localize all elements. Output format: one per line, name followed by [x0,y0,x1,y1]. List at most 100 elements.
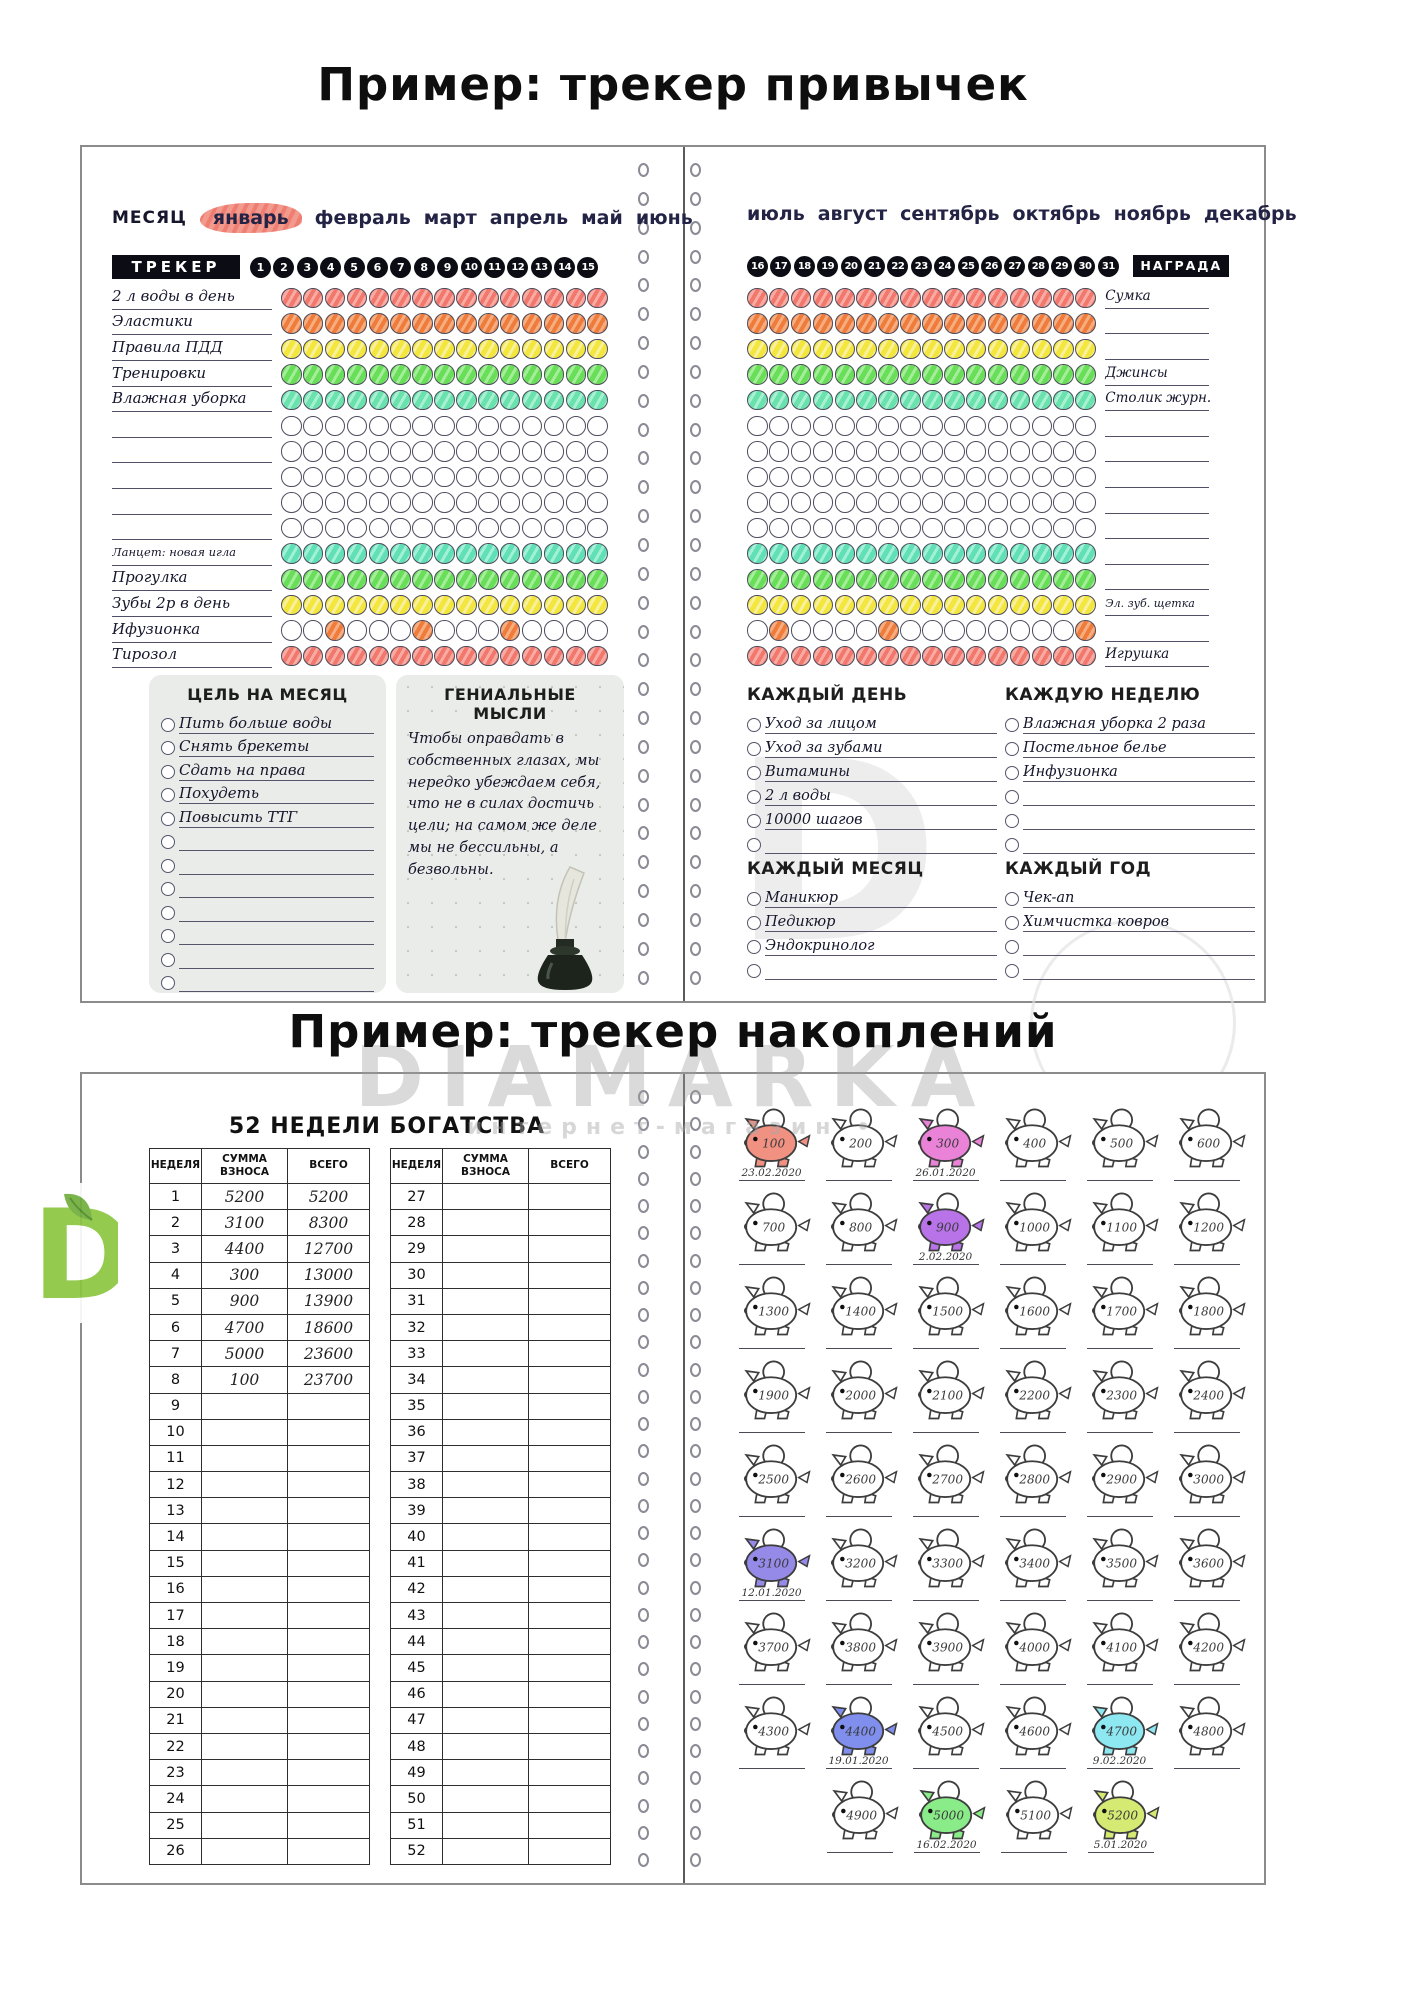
piggy-date-line [999,1419,1066,1433]
handwritten-entry: Педикюр [765,913,997,932]
day-cell [878,441,899,462]
piggy-bank-icon: 4500 [917,1696,985,1756]
piggy-date-line [912,1419,979,1433]
day-cell [812,389,834,411]
week-number: 29 [390,1235,443,1263]
day-cell [499,389,521,411]
piggy-row: 3100 12.01.2020 3200 3300 3400 3500 3600 [728,1528,1252,1612]
day-cell [900,645,921,667]
binder-hole [690,451,701,466]
binder-holes-right-column [690,1090,703,1867]
reward-label [1105,620,1210,642]
total-value [287,1444,370,1473]
binder-hole [638,163,649,177]
day-cell [747,594,768,616]
circle-bullet [747,814,761,828]
thoughts-text: Чтобы оправдать в собственных глазах, мы… [408,731,601,878]
day-cell [790,338,812,360]
svg-text:300: 300 [936,1136,959,1150]
day-cell [346,543,368,564]
day-cell [434,415,455,437]
day-cell [478,441,499,462]
day-cell [434,287,455,309]
day-cell [790,569,812,590]
day-cell [768,466,790,488]
day-cell [790,466,812,488]
piggy-bank-icon: 3400 [1004,1528,1072,1588]
day-cell [1031,364,1053,385]
day-cell [922,389,943,411]
table-row: 46 [390,1680,611,1708]
contribution-value [442,1680,529,1708]
day-cell [768,313,790,334]
handwritten-entry [179,991,374,992]
day-cell [543,364,565,385]
day-cell [346,364,368,385]
day-cell [1075,287,1096,309]
day-cell [543,441,565,462]
day-cell [768,415,790,437]
svg-text:2900: 2900 [1105,1472,1137,1486]
piggy-bank-icon: 1000 [1004,1192,1072,1252]
day-cell [856,517,877,539]
day-cell [1075,389,1096,411]
day-cell [302,569,324,590]
tracker-row: Столик журн. [747,387,1211,413]
handwritten-entry [1023,805,1255,806]
piggy-row: 3700 3800 3900 4000 4100 4200 [728,1612,1252,1696]
day-cell [587,517,608,539]
binder-holes-right-column [690,163,703,985]
reward-label [1105,338,1210,360]
habit-label: Ланцет: новая игла [112,542,272,566]
svg-text:3800: 3800 [845,1640,876,1654]
column-header: СУММА ВЗНОСА [201,1148,288,1184]
binder-hole [638,1798,649,1813]
total-value: 23600 [287,1340,370,1368]
piggy-cell: 1900 [728,1360,815,1444]
piggy-cell: 5000 16.02.2020 [903,1780,990,1864]
binder-hole [638,1389,649,1404]
binder-hole [638,336,649,351]
circle-bullet [747,892,761,906]
binder-hole [638,566,649,581]
piggy-bank-icon: 4100 [1091,1612,1159,1672]
piggy-date-line [1086,1335,1153,1349]
table-row: 17 [149,1601,370,1630]
day-cell [1031,492,1053,513]
table-row: 49 [390,1759,611,1787]
piggy-cell: 3800 [815,1612,902,1696]
day-cell [878,492,899,513]
tracker-row [112,439,609,465]
week-number: 23 [149,1759,202,1787]
binder-hole [690,537,701,552]
day-cell [565,492,587,513]
day-cell [587,364,608,385]
contribution-value [201,1392,288,1420]
binder-hole [638,912,649,927]
binder-hole [690,1716,701,1731]
total-value: 18600 [287,1313,370,1342]
column-header: НЕДЕЛЯ [390,1148,443,1184]
list-item: Эндокринолог [747,932,997,956]
piggy-row: 1300 1400 1500 1600 1700 1800 [728,1276,1252,1360]
month-label: декабрь [1203,203,1297,225]
reward-label [1105,466,1210,488]
piggy-cell: 1800 [1163,1276,1250,1360]
table-row: 2 3100 8300 [149,1209,370,1237]
page-divider [683,1074,685,1883]
handwritten-entry: 2 л воды [765,787,997,806]
piggy-row: 700 800 900 2.02.2020 1000 1100 1200 [728,1192,1252,1276]
tracker-row [747,464,1210,490]
binder-hole [638,682,649,697]
day-cell [944,645,965,667]
svg-text:400: 400 [1022,1136,1046,1150]
day-cell [1031,389,1053,411]
table-row: 1 5200 5200 [149,1182,370,1211]
piggy-bank-icon: 2100 [917,1360,985,1420]
binder-hole [690,1662,701,1677]
total-value [528,1706,611,1734]
day-cell [878,466,899,488]
day-cell [987,620,1009,641]
habit-label [112,414,272,438]
